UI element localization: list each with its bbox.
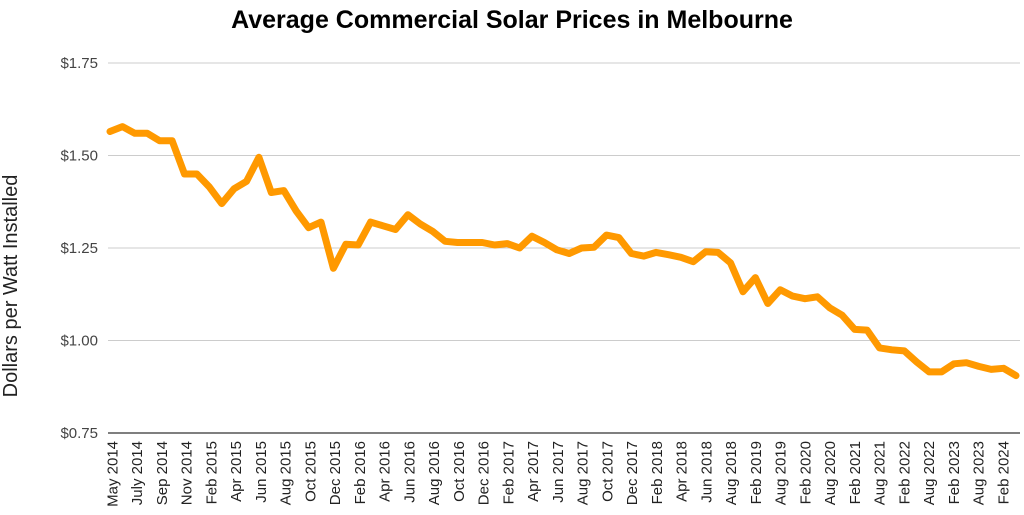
- x-tick-label: Nov 2014: [179, 441, 196, 505]
- x-tick-label: May 2014: [104, 441, 121, 507]
- x-tick-label: Aug 2021: [872, 441, 889, 505]
- x-tick-label: Feb 2016: [352, 441, 369, 504]
- x-tick-label: Feb 2019: [748, 441, 765, 504]
- x-tick-label: Feb 2015: [203, 441, 220, 504]
- x-tick-label: Feb 2023: [946, 441, 963, 504]
- x-tick-label: Jun 2017: [550, 441, 567, 503]
- x-tick-label: Apr 2018: [674, 441, 691, 502]
- x-tick-label: Aug 2019: [773, 441, 790, 505]
- x-tick-label: Aug 2017: [575, 441, 592, 505]
- y-tick-label: $1.25: [60, 240, 98, 257]
- x-tick-label: Apr 2017: [525, 441, 542, 502]
- x-tick-label: Feb 2018: [649, 441, 666, 504]
- x-tick-label: Oct 2015: [302, 441, 319, 502]
- x-tick-label: Jun 2015: [253, 441, 270, 503]
- x-tick-label: Feb 2022: [896, 441, 913, 504]
- x-tick-label: Dec 2017: [624, 441, 641, 505]
- y-tick-label: $0.75: [60, 425, 98, 442]
- y-tick-label: $1.75: [60, 55, 98, 72]
- x-tick-label: Sep 2014: [154, 441, 171, 505]
- x-tick-label: Aug 2015: [278, 441, 295, 505]
- x-tick-label: Jun 2016: [401, 441, 418, 503]
- x-tick-label: Apr 2016: [377, 441, 394, 502]
- x-tick-label: July 2014: [129, 441, 146, 505]
- x-tick-label: Oct 2017: [599, 441, 616, 502]
- x-tick-label: Aug 2018: [723, 441, 740, 505]
- x-tick-label: Jun 2018: [698, 441, 715, 503]
- x-tick-label: Apr 2015: [228, 441, 245, 502]
- y-tick-label: $1.00: [60, 333, 98, 350]
- chart-title: Average Commercial Solar Prices in Melbo…: [231, 6, 793, 34]
- x-tick-label: Feb 2024: [995, 441, 1012, 504]
- x-tick-label: Aug 2023: [971, 441, 988, 505]
- x-tick-label: Aug 2016: [426, 441, 443, 505]
- x-tick-label: Feb 2017: [500, 441, 517, 504]
- y-axis-label: Dollars per Watt Installed: [0, 175, 22, 398]
- x-tick-label: Aug 2020: [822, 441, 839, 505]
- x-tick-label: Aug 2022: [921, 441, 938, 505]
- x-tick-label: Feb 2020: [797, 441, 814, 504]
- series-line-average-price: [106, 123, 1020, 380]
- x-tick-label: Oct 2016: [451, 441, 468, 502]
- x-tick-label: Dec 2015: [327, 441, 344, 505]
- y-tick-label: $1.50: [60, 148, 98, 165]
- x-tick-label: Dec 2016: [476, 441, 493, 505]
- x-tick-label: Feb 2021: [847, 441, 864, 504]
